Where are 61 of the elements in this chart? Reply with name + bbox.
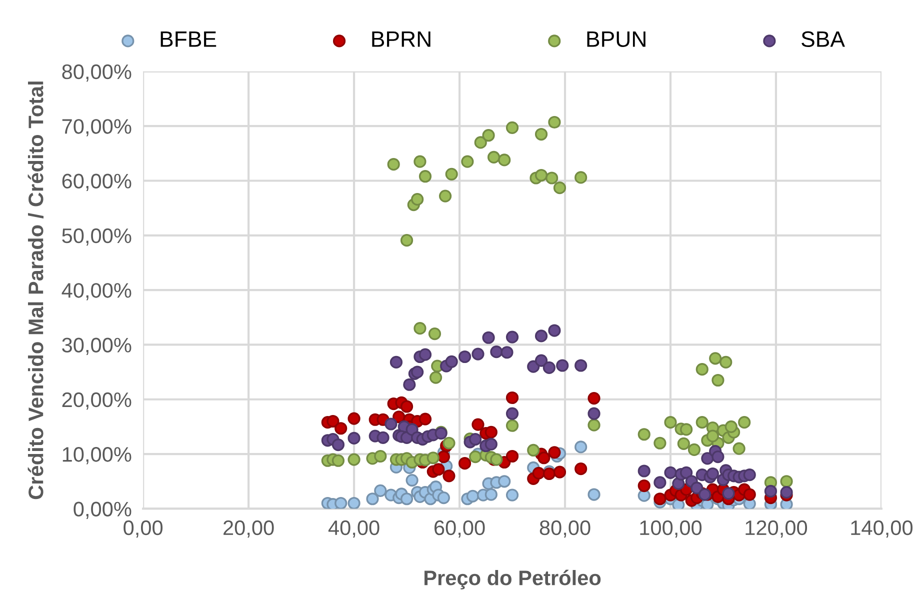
y-tick-label: 60,00% bbox=[62, 174, 132, 191]
point bbox=[400, 492, 414, 506]
point bbox=[406, 474, 418, 487]
point bbox=[672, 498, 685, 509]
x-axis-title: Preço do Petróleo bbox=[424, 570, 601, 590]
point bbox=[538, 452, 550, 464]
point bbox=[532, 466, 545, 480]
y-axis-title: Crédito Vencido Mal Parado / Crédito Total bbox=[28, 82, 44, 500]
y-tick-label: 20,00% bbox=[62, 392, 132, 410]
y-tick-label: 10,00% bbox=[62, 447, 132, 464]
point bbox=[484, 488, 498, 501]
point bbox=[654, 492, 666, 506]
point bbox=[418, 412, 432, 426]
point bbox=[334, 422, 348, 435]
point bbox=[484, 426, 498, 438]
point bbox=[437, 450, 450, 464]
legend-label: BPRN bbox=[372, 32, 430, 47]
point bbox=[366, 492, 379, 506]
point bbox=[326, 414, 340, 428]
point bbox=[588, 488, 600, 501]
y-tick-label: 50,00% bbox=[62, 228, 132, 246]
point bbox=[743, 488, 756, 501]
point bbox=[542, 467, 556, 480]
y-tick-label: 40,00% bbox=[62, 283, 132, 300]
point bbox=[506, 488, 519, 502]
point bbox=[506, 450, 519, 463]
point bbox=[548, 446, 561, 459]
y-tick-label: 0,00% bbox=[74, 502, 132, 519]
legend-label: BFBE bbox=[160, 32, 216, 47]
point bbox=[442, 470, 456, 482]
point bbox=[553, 466, 566, 478]
x-tick-label: 0,00 bbox=[124, 520, 163, 538]
y-tick-label: 30,00% bbox=[62, 338, 132, 355]
point bbox=[334, 496, 348, 509]
y-tick-label: 80,00% bbox=[62, 64, 132, 82]
x-tick-label: 140,00 bbox=[851, 520, 913, 538]
point bbox=[472, 418, 484, 431]
point bbox=[588, 392, 600, 405]
x-tick-label: 20,00 bbox=[224, 520, 274, 538]
x-tick-label: 60,00 bbox=[434, 520, 485, 538]
x-tick-label: 40,00 bbox=[328, 520, 380, 538]
point bbox=[348, 496, 360, 509]
point bbox=[638, 489, 650, 502]
point bbox=[348, 412, 360, 425]
x-tick-label: 120,00 bbox=[746, 520, 808, 538]
point bbox=[638, 479, 650, 492]
x-tick-label: 100,00 bbox=[640, 520, 702, 538]
point bbox=[400, 400, 414, 413]
point bbox=[506, 391, 519, 404]
y-tick-label: 70,00% bbox=[62, 119, 132, 136]
legend-label: BPUN bbox=[587, 32, 646, 48]
point bbox=[437, 491, 450, 504]
legend-label: SBA bbox=[802, 31, 845, 48]
x-tick-label: 80,00 bbox=[540, 520, 590, 538]
point bbox=[574, 462, 588, 476]
point bbox=[574, 440, 588, 454]
point bbox=[498, 475, 511, 488]
point bbox=[432, 463, 445, 476]
point bbox=[466, 490, 480, 502]
point bbox=[458, 457, 472, 470]
point bbox=[374, 484, 387, 497]
